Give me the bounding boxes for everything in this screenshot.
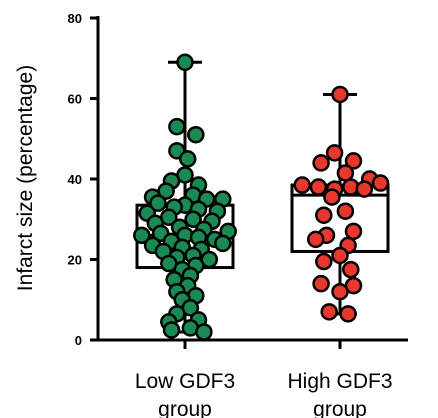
data-point [355,180,374,198]
y-axis-title: Infarct size (percentage) [14,65,37,291]
group-low-gdf3: Low GDF3 group [133,53,237,418]
data-point [336,164,355,182]
data-point [184,210,202,228]
data-point [342,260,360,279]
y-tick-label: 60 [68,92,82,107]
x-category-label: Low GDF3 [135,370,235,393]
data-point [312,274,330,293]
data-point [344,152,363,170]
y-tick-label: 80 [68,11,82,26]
data-point [331,85,349,104]
data-point [214,234,232,253]
data-point [320,303,338,321]
data-point [344,222,363,241]
group-high-gdf3: High GDF3 group [287,85,393,418]
data-point [331,246,349,265]
data-point [195,323,213,341]
data-point [133,226,151,245]
data-point [331,282,349,301]
x-category-label: group [158,398,212,418]
data-point [168,117,186,136]
data-point [162,321,181,339]
data-point [176,53,194,72]
data-point [312,154,330,172]
data-point [315,252,333,271]
data-point [293,176,311,194]
x-category-label: High GDF3 [287,370,392,393]
data-point [339,305,357,323]
y-tick-label: 20 [68,253,82,268]
data-point [187,125,205,144]
data-point [315,206,333,224]
y-tick-label: 0 [75,333,82,348]
x-category-label: group [313,398,367,418]
data-point [149,194,167,212]
data-point [325,144,344,162]
y-ticks: 0 20 40 60 80 [68,11,98,348]
box-groups: Low GDF3 group High GDF3 group [133,53,393,418]
data-point [306,230,325,249]
data-point [309,178,328,196]
data-point [323,188,341,206]
data-point [371,174,390,192]
data-point [178,150,197,168]
y-tick-label: 40 [68,172,82,187]
data-point [336,202,355,220]
